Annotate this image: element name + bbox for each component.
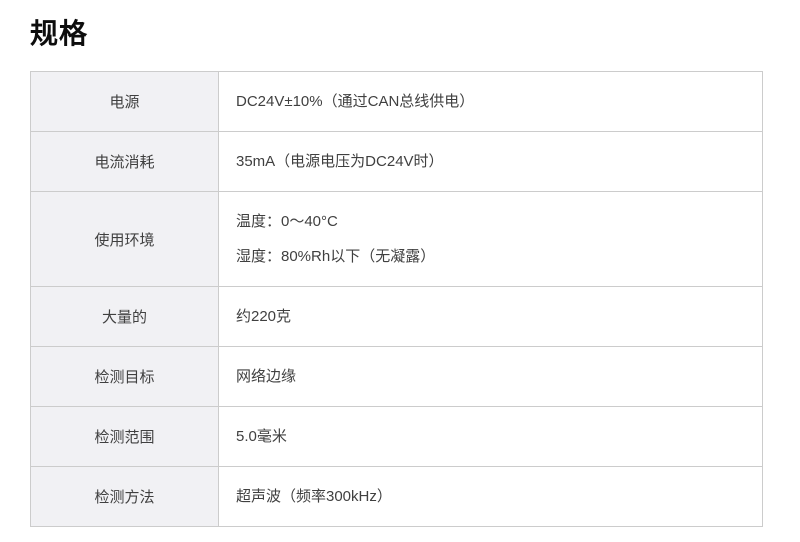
table-row: 电流消耗 35mA（电源电压为DC24V时） <box>30 131 763 192</box>
row-value: 网络边缘 <box>218 346 763 407</box>
row-label: 检测范围 <box>30 406 219 467</box>
row-value: 5.0毫米 <box>218 406 763 467</box>
value-line: 超声波（频率300kHz） <box>236 488 392 505</box>
row-label: 电流消耗 <box>30 131 219 192</box>
value-line: DC24V±10%（通过CAN总线供电） <box>236 93 475 110</box>
row-label: 检测目标 <box>30 346 219 407</box>
spec-table: 电源 DC24V±10%（通过CAN总线供电） 电流消耗 35mA（电源电压为DC24… <box>30 71 763 527</box>
value-line: 温度：0～40°C <box>236 213 338 230</box>
table-row: 检测方法 超声波（频率300kHz） <box>30 466 763 527</box>
value-line: 35mA（电源电压为DC24V时） <box>236 153 444 170</box>
row-label: 电源 <box>30 71 219 132</box>
value-line: 湿度：80%Rh以下（无凝露） <box>236 248 436 265</box>
row-value: 温度：0～40°C 湿度：80%Rh以下（无凝露） <box>218 191 763 287</box>
value-line: 5.0毫米 <box>236 428 287 445</box>
row-value: 35mA（电源电压为DC24V时） <box>218 131 763 192</box>
row-label: 大量的 <box>30 286 219 347</box>
row-value: 约220克 <box>218 286 763 347</box>
table-row: 大量的 约220克 <box>30 286 763 347</box>
row-label: 检测方法 <box>30 466 219 527</box>
table-row: 使用环境 温度：0～40°C 湿度：80%Rh以下（无凝露） <box>30 191 763 287</box>
value-line: 约220克 <box>236 308 292 325</box>
row-value: 超声波（频率300kHz） <box>218 466 763 527</box>
table-row: 检测目标 网络边缘 <box>30 346 763 407</box>
spec-table-body: 电源 DC24V±10%（通过CAN总线供电） 电流消耗 35mA（电源电压为DC24… <box>30 71 763 527</box>
table-row: 电源 DC24V±10%（通过CAN总线供电） <box>30 71 763 132</box>
value-line: 网络边缘 <box>236 368 297 385</box>
row-value: DC24V±10%（通过CAN总线供电） <box>218 71 763 132</box>
page-title: 规格 <box>30 18 89 49</box>
table-row: 检测范围 5.0毫米 <box>30 406 763 467</box>
row-label: 使用环境 <box>30 191 219 287</box>
